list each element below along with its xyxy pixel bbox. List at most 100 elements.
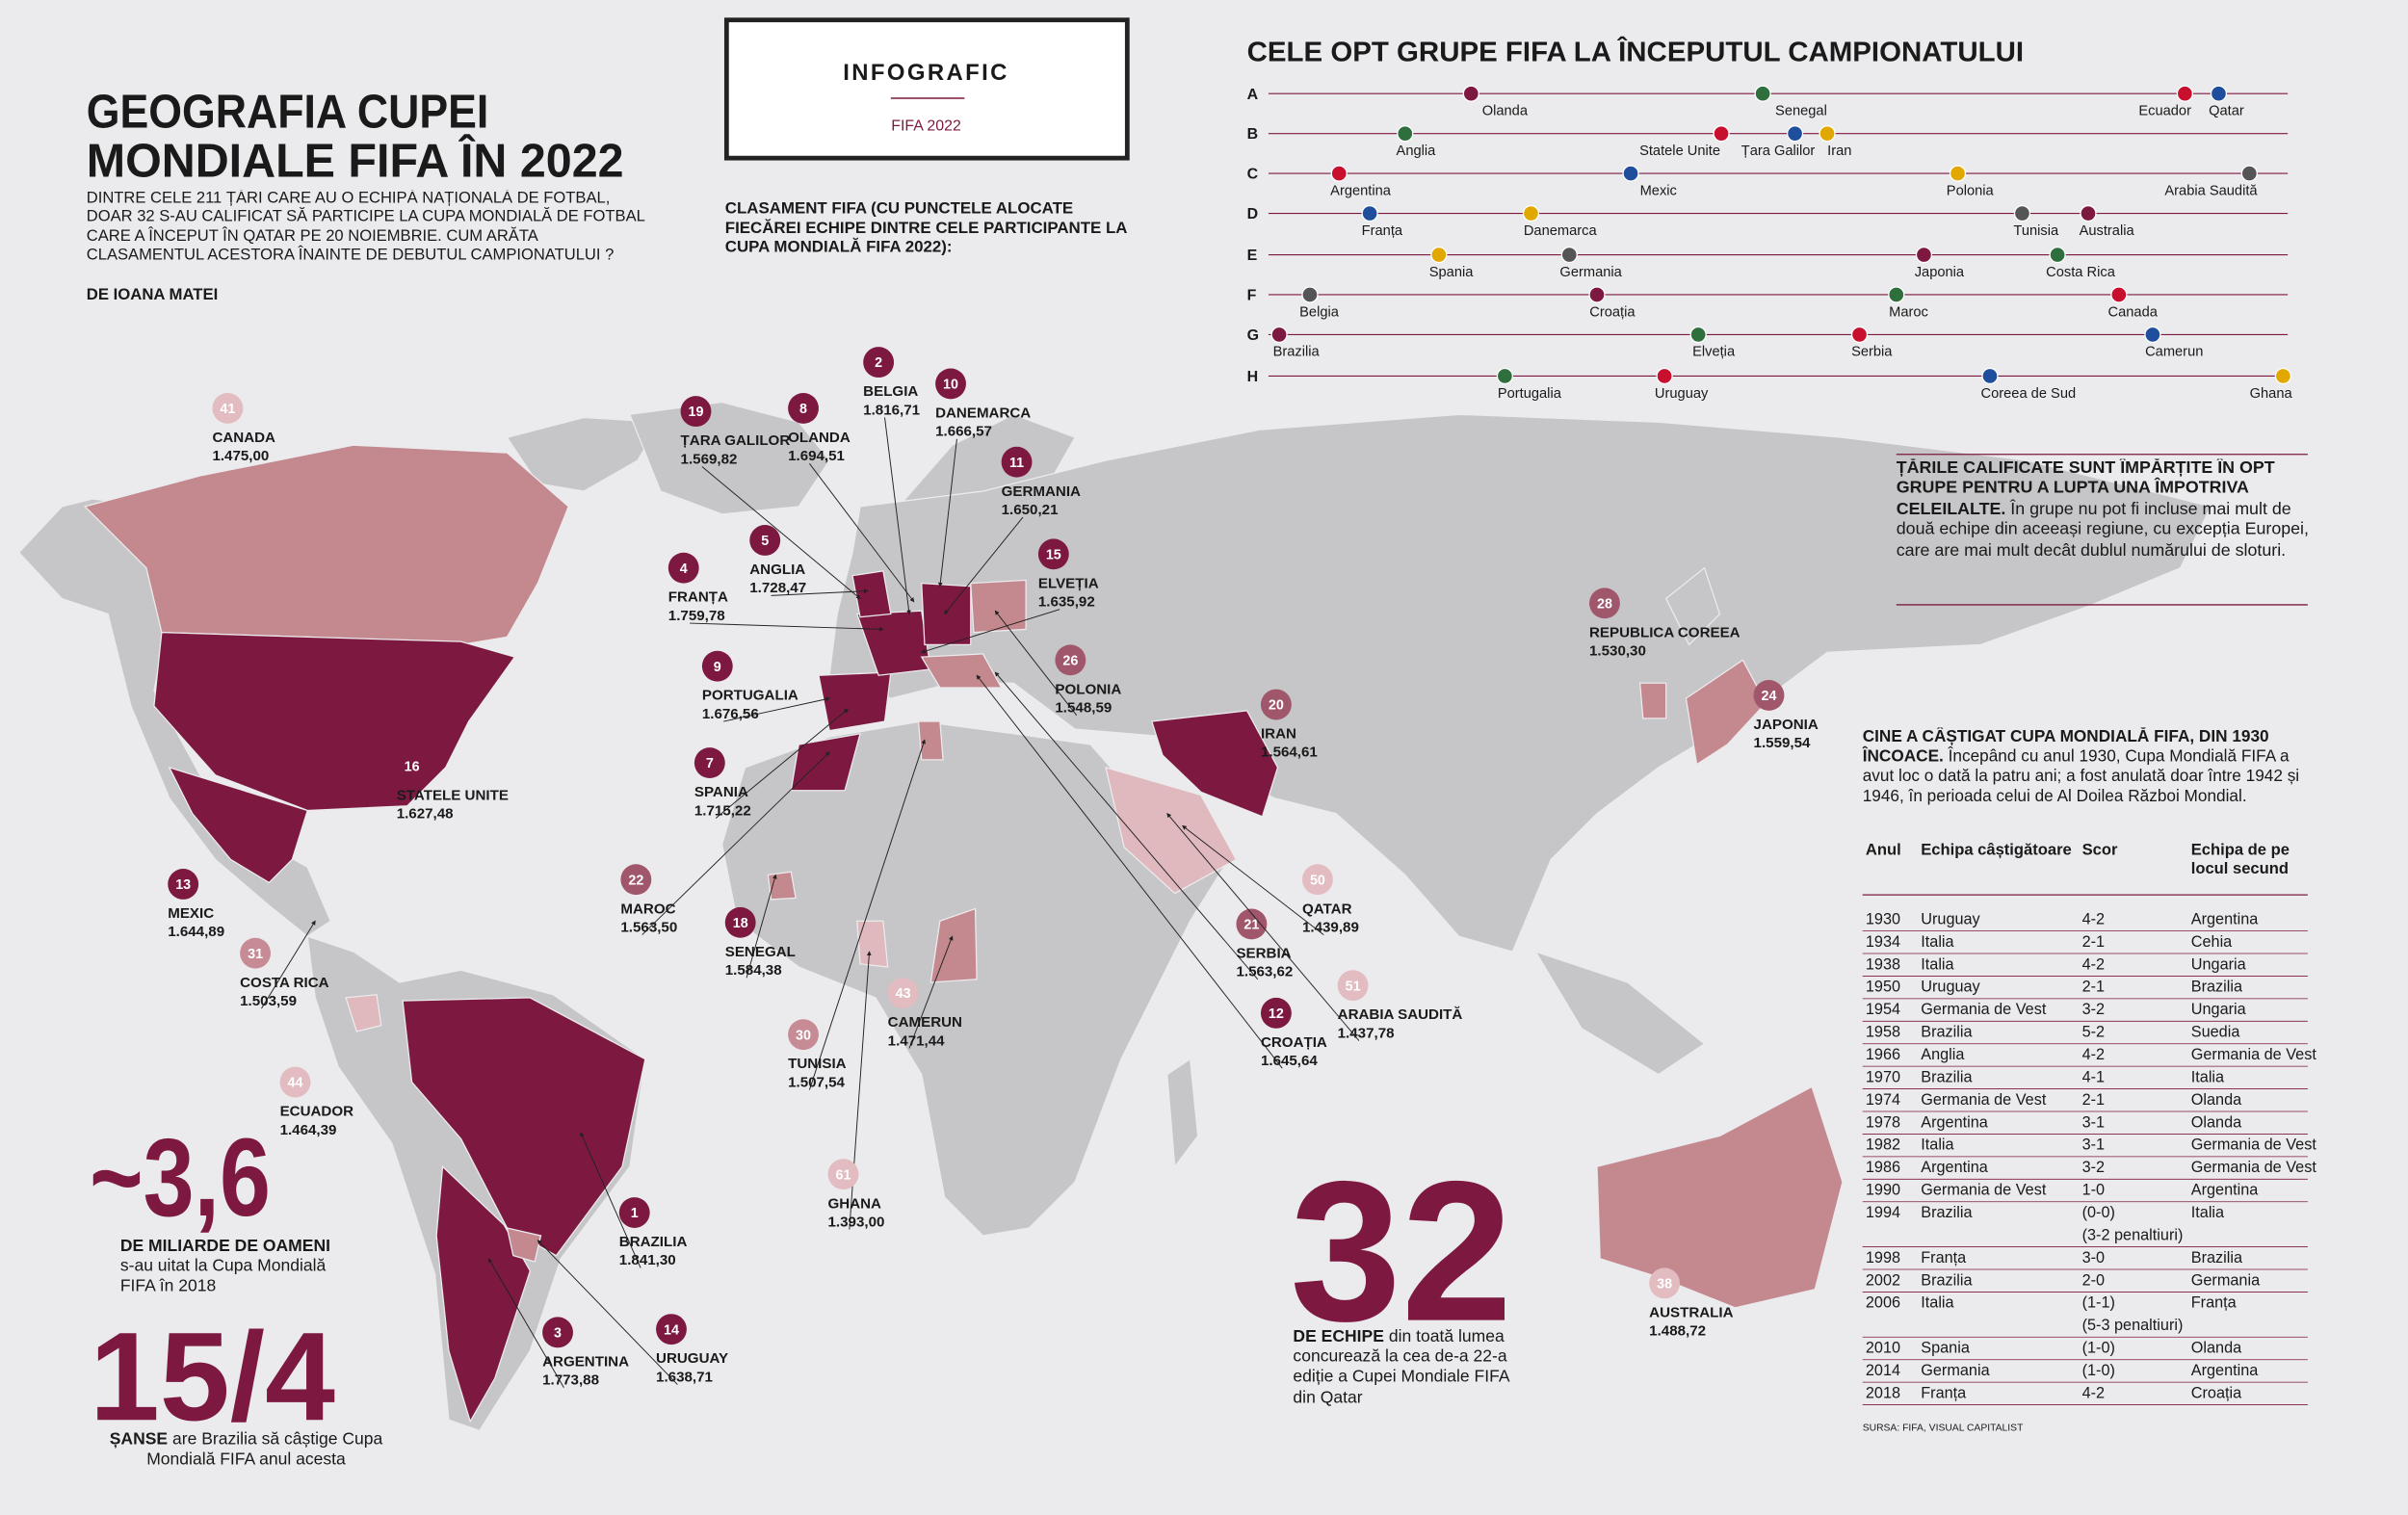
team-name: Senegal — [1775, 104, 1827, 119]
table-cell: 1934 — [1866, 933, 1900, 951]
rank-badge — [724, 906, 756, 938]
table-header-box: Scor — [2082, 843, 2118, 860]
rank-badge — [240, 937, 272, 969]
table-header-box: Echipa de pe locul secund — [2190, 842, 2290, 879]
pointer-line — [1182, 824, 1324, 935]
country-points: 1.715,22 — [694, 802, 751, 819]
country-points: 1.694,51 — [788, 448, 845, 464]
table-cell: 1938 — [1866, 955, 1900, 973]
country-points: 1.816,71 — [863, 402, 920, 418]
flag — [2013, 204, 2031, 222]
flag — [1713, 125, 1730, 143]
country — [506, 1227, 542, 1263]
pointer-line — [937, 438, 957, 588]
rank-badge — [1649, 1267, 1681, 1299]
flag — [1560, 246, 1578, 264]
table-cell: Italia — [1921, 1294, 1954, 1312]
rank-badge — [1001, 446, 1033, 478]
country — [970, 579, 1027, 634]
group-letter: B — [1247, 126, 1259, 143]
flag — [2110, 286, 2128, 303]
rank-badge — [1753, 680, 1785, 711]
table-cell: Germania de Vest — [2191, 1159, 2317, 1176]
table-cell: Olanda — [2191, 1091, 2242, 1109]
table-cell: 2-0 — [2082, 1271, 2106, 1289]
table-cell: 2014 — [1866, 1362, 1900, 1379]
country-points: 1.530,30 — [1589, 643, 1646, 660]
team-name: Serbia — [1851, 345, 1893, 360]
country-name: STATELE UNITE — [397, 787, 509, 803]
ranking-title: CLASAMENT FIFA (CU PUNCTELE ALOCATE FIEC… — [724, 199, 1127, 257]
country-points: 1.666,57 — [935, 424, 992, 440]
table-cell: Franța — [1921, 1384, 1967, 1401]
country-points: 1.759,78 — [668, 608, 725, 624]
rank-badge — [1337, 970, 1369, 1002]
table-cell: (1-0) — [2082, 1362, 2115, 1379]
stat-figure: 32 — [1290, 1139, 1512, 1363]
country — [1638, 682, 1667, 719]
team-name: Qatar — [2209, 104, 2244, 119]
note-text: În grupe nu pot fi incluse mai mult de d… — [1896, 500, 2309, 561]
country-points: 1.584,38 — [725, 962, 782, 979]
flag — [1850, 326, 1869, 344]
group-letter: E — [1247, 248, 1258, 264]
country-points: 1.437,78 — [1338, 1025, 1395, 1041]
country-name: SPANIA — [694, 784, 748, 800]
table-cell: Germania de Vest — [2191, 1046, 2317, 1063]
table-cell: Uruguay — [1921, 979, 1980, 996]
land — [1664, 566, 1721, 646]
table-cell: Germania de Vest — [1921, 1182, 2047, 1199]
table-cell: 4-1 — [2082, 1068, 2106, 1085]
country-points: 1.644,89 — [168, 924, 224, 940]
flag — [1330, 165, 1348, 182]
team-name: Japonia — [1915, 265, 1965, 280]
table-cell: 1970 — [1866, 1068, 1900, 1085]
flag — [1888, 286, 1905, 303]
rank-number: 51 — [1346, 979, 1361, 994]
rank-badge — [701, 650, 733, 682]
country — [851, 570, 892, 618]
country — [929, 907, 978, 983]
group-letter: C — [1247, 167, 1259, 183]
country — [1596, 1085, 1844, 1309]
table-header: Echipa de pe locul secund — [2190, 842, 2290, 879]
country — [856, 920, 889, 968]
rank-badge — [212, 392, 244, 424]
rank-badge — [1260, 997, 1292, 1029]
team-name: Coreea de Sud — [1981, 386, 2077, 402]
stat-caption-box: ȘANSE are Brazilia să câștige Cupa Mondi… — [110, 1430, 383, 1469]
stat-bold: DE MILIARDE DE OAMENI — [119, 1237, 331, 1256]
country-name: ȚARA GALILOR — [681, 432, 791, 449]
flag — [1301, 286, 1319, 303]
country-points: 1.548,59 — [1055, 699, 1112, 716]
table-cell: Italia — [2191, 1068, 2225, 1085]
country-name: SENEGAL — [725, 944, 796, 960]
rank-number: 44 — [288, 1076, 303, 1091]
rank-number: 9 — [714, 660, 721, 675]
pointer-line — [994, 610, 1078, 716]
country-points: 1.559,54 — [1754, 735, 1811, 751]
flag — [1754, 85, 1771, 102]
table-cell: 1998 — [1866, 1249, 1900, 1267]
rank-number: 21 — [1243, 918, 1259, 933]
rank-number: 38 — [1657, 1276, 1672, 1292]
team-name: Australia — [2080, 223, 2135, 239]
country — [83, 444, 569, 646]
flag — [1949, 165, 1967, 182]
rank-number: 8 — [799, 402, 807, 417]
country-name: ECUADOR — [280, 1104, 354, 1120]
country-name: GHANA — [828, 1195, 882, 1212]
table-cell: 3-0 — [2082, 1249, 2106, 1267]
table-cell: Italia — [1921, 1136, 1954, 1154]
flag — [1786, 125, 1804, 143]
country — [168, 766, 309, 884]
country — [767, 871, 797, 901]
rank-number: 7 — [706, 756, 714, 771]
pointer-line — [641, 751, 830, 935]
table-cell: 1954 — [1866, 1001, 1900, 1018]
flag — [1656, 367, 1673, 385]
country-name: COSTA RICA — [240, 975, 329, 991]
rank-number: 43 — [896, 986, 911, 1002]
table-cell: Olanda — [2191, 1113, 2242, 1131]
rank-number: 12 — [1269, 1006, 1284, 1022]
